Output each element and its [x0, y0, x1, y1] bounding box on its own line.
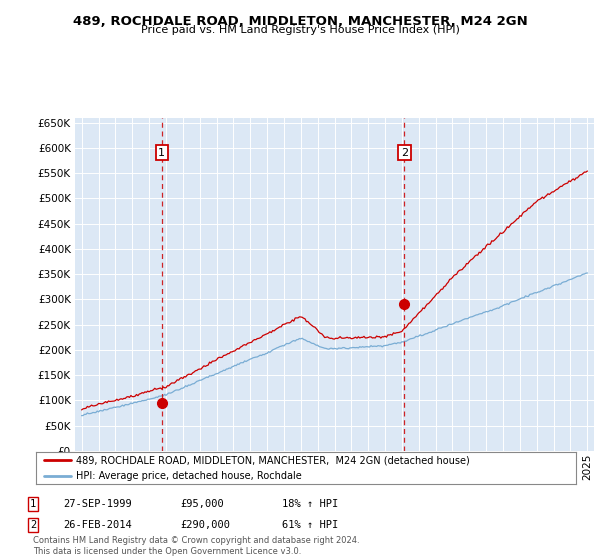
Text: 61% ↑ HPI: 61% ↑ HPI [282, 520, 338, 530]
Text: 1: 1 [158, 148, 165, 157]
Text: 26-FEB-2014: 26-FEB-2014 [63, 520, 132, 530]
Text: 2: 2 [401, 148, 408, 157]
Text: HPI: Average price, detached house, Rochdale: HPI: Average price, detached house, Roch… [77, 471, 302, 481]
Text: 2: 2 [30, 520, 36, 530]
Text: £290,000: £290,000 [180, 520, 230, 530]
Text: 18% ↑ HPI: 18% ↑ HPI [282, 499, 338, 509]
Text: 1: 1 [30, 499, 36, 509]
Text: 489, ROCHDALE ROAD, MIDDLETON, MANCHESTER, M24 2GN: 489, ROCHDALE ROAD, MIDDLETON, MANCHESTE… [73, 15, 527, 27]
Text: 27-SEP-1999: 27-SEP-1999 [63, 499, 132, 509]
Text: Contains HM Land Registry data © Crown copyright and database right 2024.
This d: Contains HM Land Registry data © Crown c… [33, 536, 359, 556]
Text: Price paid vs. HM Land Registry's House Price Index (HPI): Price paid vs. HM Land Registry's House … [140, 25, 460, 35]
Text: £95,000: £95,000 [180, 499, 224, 509]
Text: 489, ROCHDALE ROAD, MIDDLETON, MANCHESTER,  M24 2GN (detached house): 489, ROCHDALE ROAD, MIDDLETON, MANCHESTE… [77, 455, 470, 465]
